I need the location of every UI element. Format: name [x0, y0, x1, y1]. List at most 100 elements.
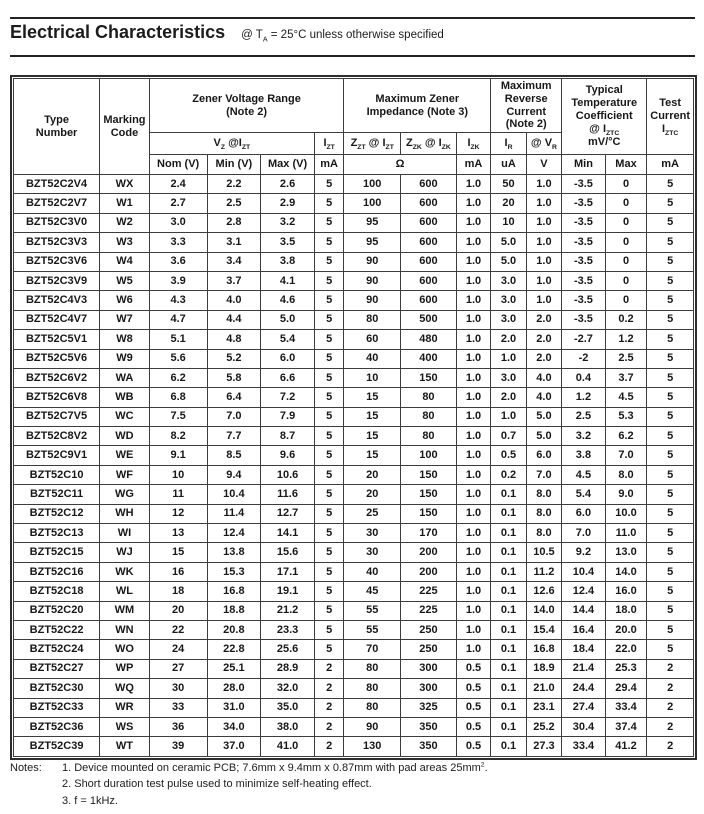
- cell-value: 5: [313, 600, 345, 621]
- cell-value: 0.2: [490, 464, 527, 486]
- cell-value: 32.0: [260, 678, 315, 699]
- cell-value: 90: [343, 270, 402, 292]
- cell-value: 0.5: [490, 445, 527, 466]
- cell-value: 5: [646, 270, 694, 292]
- table-row: BZT52C10 WF 10 9.4 10.6 5 20 150 1.0 0.2 7.0 4.5 8.0…: [12, 464, 694, 486]
- cell-value: 2.7: [148, 193, 208, 214]
- cell-value: 2: [646, 678, 694, 699]
- table-row: BZT52C22 WN 22 20.8 23.3 5 55 250 1.0 0.1 15.4 16.4…: [12, 619, 694, 641]
- cell-value: 2.5: [561, 406, 606, 428]
- cell-value: 20.8: [206, 619, 262, 641]
- cell-value: 1.0: [455, 232, 492, 253]
- cell-value: 2.0: [525, 348, 563, 369]
- cell-value: 5.0: [490, 232, 527, 253]
- cell-value: 0.1: [490, 639, 527, 660]
- table-row: BZT52C15 WJ 15 13.8 15.6 5 30 200 1.0 0.1 10.5 9.2 1…: [12, 542, 694, 563]
- cell-value: 6.0: [525, 445, 563, 466]
- cell-value: 12.7: [260, 503, 315, 525]
- unit-izk-ma: mA: [455, 154, 492, 175]
- table-row: BZT52C5V1 W8 5.1 4.8 5.4 5 60 480 1.0 2.0 2.0 -2.7 1…: [12, 329, 694, 350]
- table-row: BZT52C4V3 W6 4.3 4.0 4.6 5 90 600 1.0 3.0 1.0 -3.5 0…: [12, 290, 694, 311]
- cell-value: 5.0: [525, 406, 563, 428]
- cell-value: 24.4: [561, 678, 606, 699]
- cell-value: 11.4: [206, 503, 262, 525]
- cell-value: 1.0: [455, 445, 492, 466]
- cell-value: 5: [313, 561, 345, 583]
- cell-value: 9.2: [561, 542, 606, 563]
- cell-value: 600: [400, 251, 457, 272]
- cell-value: 5: [313, 445, 345, 466]
- table-row: BZT52C3V9 W5 3.9 3.7 4.1 5 90 600 1.0 3.0 1.0 -3.5 0…: [12, 270, 694, 292]
- col-header-zener-voltage-range: Zener Voltage Range (Note 2): [148, 78, 345, 133]
- cell-value: 1.0: [455, 212, 492, 234]
- cell-value: 170: [400, 523, 457, 544]
- subheader-vz-at-izt: VZ @IZT: [148, 132, 315, 155]
- cell-value: 7.7: [206, 426, 262, 447]
- cell-value: 18.8: [206, 600, 262, 621]
- cell-value: 1.0: [455, 348, 492, 369]
- page-title: Electrical Characteristics: [10, 22, 226, 42]
- cell-value: 25.6: [260, 639, 315, 660]
- cell-value: 2.8: [206, 212, 262, 234]
- cell-value: 2: [646, 697, 694, 718]
- cell-value: 12.4: [561, 581, 606, 602]
- cell-value: 10.4: [561, 561, 606, 583]
- table-row: BZT52C6V8 WB 6.8 6.4 7.2 5 15 80 1.0 2.0 4.0 1.2 4.5…: [12, 387, 694, 408]
- cell-value: 1.0: [455, 484, 492, 505]
- cell-value: 5: [646, 173, 694, 195]
- cell-value: 4.4: [206, 309, 262, 331]
- cell-value: 18.0: [604, 600, 648, 621]
- cell-value: 5: [313, 173, 345, 195]
- cell-type-number: BZT52C24: [12, 639, 101, 660]
- cell-value: 40: [343, 348, 402, 369]
- table-row: BZT52C6V2 WA 6.2 5.8 6.6 5 10 150 1.0 3.0 4.0 0.4 3.…: [12, 367, 694, 389]
- cell-value: -3.5: [561, 309, 606, 331]
- cell-type-number: BZT52C20: [12, 600, 101, 621]
- cell-value: 5: [646, 406, 694, 428]
- cell-value: 5: [313, 290, 345, 311]
- cell-value: 25.2: [525, 716, 563, 738]
- cell-value: 80: [343, 309, 402, 331]
- table-row: BZT52C36 WS 36 34.0 38.0 2 90 350 0.5 0.1 25.2 30.4…: [12, 716, 694, 738]
- cell-value: 5: [646, 193, 694, 214]
- cell-type-number: BZT52C2V4: [12, 173, 101, 195]
- cell-value: WX: [99, 173, 150, 195]
- cell-value: 5: [646, 619, 694, 641]
- cell-value: WN: [99, 619, 150, 641]
- table-row: BZT52C27 WP 27 25.1 28.9 2 80 300 0.5 0.1 18.9 21.4…: [12, 658, 694, 680]
- cell-value: 5: [313, 464, 345, 486]
- cell-value: WL: [99, 581, 150, 602]
- cell-value: 3.7: [206, 270, 262, 292]
- cell-value: 1.0: [455, 639, 492, 660]
- cell-value: 21.2: [260, 600, 315, 621]
- cell-type-number: BZT52C12: [12, 503, 101, 525]
- cell-value: 10: [148, 464, 208, 486]
- cell-value: WA: [99, 367, 150, 389]
- cell-value: 3.9: [148, 270, 208, 292]
- cell-value: 25.3: [604, 658, 648, 680]
- cell-value: WM: [99, 600, 150, 621]
- unit-nom-v: Nom (V): [148, 154, 208, 175]
- cell-value: 2: [313, 678, 345, 699]
- cell-value: 15: [343, 406, 402, 428]
- cell-value: 2.4: [148, 173, 208, 195]
- cell-value: 5.1: [148, 329, 208, 350]
- cell-value: 41.0: [260, 736, 315, 757]
- cell-value: W5: [99, 270, 150, 292]
- col-header-type-number: Type Number: [12, 78, 101, 175]
- cell-value: 5.0: [260, 309, 315, 331]
- cell-value: 38.0: [260, 716, 315, 738]
- cell-value: -2: [561, 348, 606, 369]
- cell-value: 0.5: [455, 736, 492, 757]
- cell-value: WJ: [99, 542, 150, 563]
- table-row: BZT52C39 WT 39 37.0 41.0 2 130 350 0.5 0.1 27.3 33.…: [12, 736, 694, 757]
- cell-value: 600: [400, 232, 457, 253]
- col-header-test-current: Test Current IZTC: [646, 78, 694, 155]
- cell-value: 31.0: [206, 697, 262, 718]
- title-condition: @ TA = 25°C unless otherwise specified: [241, 29, 444, 44]
- cell-value: 6.6: [260, 367, 315, 389]
- cell-value: 11: [148, 484, 208, 505]
- cell-value: 4.3: [148, 290, 208, 311]
- cell-value: -2.7: [561, 329, 606, 350]
- cell-value: 1.0: [455, 270, 492, 292]
